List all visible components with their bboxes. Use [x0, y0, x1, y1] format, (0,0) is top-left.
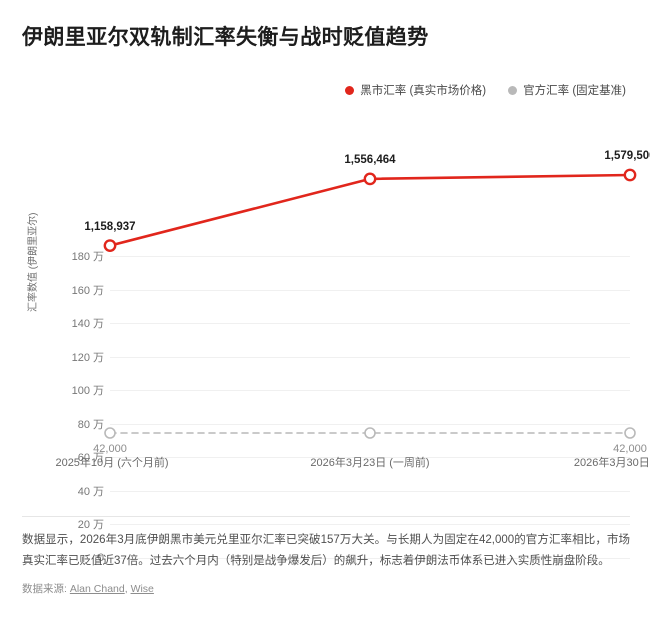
- gridline: [110, 490, 630, 492]
- legend-label-black-market: 黑市汇率 (真实市场价格): [360, 85, 487, 97]
- gridline: [110, 289, 630, 291]
- data-point-marker[interactable]: [364, 427, 376, 439]
- point-value-label: 1,158,937: [84, 220, 136, 233]
- data-point-marker[interactable]: [623, 168, 637, 182]
- legend-dot-official-icon: [508, 85, 518, 95]
- x-tick-label: 2026年3月23日 (一周前): [310, 457, 430, 469]
- official-value-label: 42,000: [613, 442, 647, 455]
- y-tick-label: 180 万: [71, 251, 104, 263]
- gridline: [110, 457, 630, 459]
- data-point-marker[interactable]: [104, 427, 116, 439]
- x-tick-label: 2025年10月 (六个月前): [55, 457, 169, 469]
- footer-note: 数据显示，2026年3月底伊朗黑市美元兑里亚尔汇率已突破157万大关。与长期人为…: [22, 534, 630, 568]
- source-separator: ,: [124, 583, 128, 595]
- y-tick-label: 100 万: [71, 385, 104, 398]
- x-tick-label: 2026年3月30日 (当前): [573, 457, 650, 469]
- legend-item-official[interactable]: 官方汇率 (固定基准): [508, 82, 626, 98]
- gridline: [110, 356, 630, 358]
- chart-legend: 黑市汇率 (真实市场价格) 官方汇率 (固定基准): [345, 82, 626, 98]
- gridline: [110, 390, 630, 392]
- legend-label-official: 官方汇率 (固定基准): [523, 85, 626, 97]
- series-line-black-market: [108, 173, 632, 247]
- official-value-label: 42,000: [93, 442, 127, 455]
- gridline: [110, 256, 630, 257]
- y-tick-label: 80 万: [77, 418, 104, 431]
- y-tick-label: 140 万: [71, 318, 104, 331]
- y-axis-tick-labels: 0 20 万 40 万 60 万 80 万 100 万 120 万 140 万 160 万 180…: [52, 251, 104, 568]
- data-point-marker[interactable]: [103, 239, 117, 253]
- source-link-wise[interactable]: Wise: [130, 583, 154, 595]
- gridline: [110, 423, 630, 425]
- y-tick-label: 60 万: [77, 452, 104, 465]
- x-axis-tick-labels: 2025年10月 (六个月前) 2026年3月23日 (一周前) 2026年3月30…: [0, 454, 650, 480]
- data-point-marker[interactable]: [624, 427, 636, 439]
- y-tick-label: 0: [97, 552, 104, 564]
- gridline: [110, 558, 630, 559]
- gridline: [110, 323, 630, 325]
- footer-divider: [22, 516, 630, 517]
- point-value-label: 1,556,464: [344, 153, 396, 166]
- legend-item-black-market[interactable]: 黑市汇率 (真实市场价格): [345, 82, 486, 98]
- y-tick-label: 20 万: [77, 519, 104, 532]
- y-tick-label: 120 万: [71, 351, 104, 364]
- gridline: [110, 524, 630, 526]
- source-prefix: 数据来源:: [22, 583, 67, 595]
- y-tick-label: 40 万: [77, 485, 104, 498]
- legend-dot-black-market-icon: [345, 85, 355, 95]
- series-layer: [103, 168, 637, 439]
- gridlines: [110, 256, 630, 568]
- point-value-label: 1,579,500: [604, 149, 650, 162]
- plot-area: 汇率数值 (伊朗里亚尔) 0 20 万 40 万 60 万 80 万 100 万 120 万…: [0, 128, 650, 564]
- source-link-alan-chand[interactable]: Alan Chand: [69, 583, 125, 595]
- data-point-marker[interactable]: [363, 172, 377, 186]
- y-tick-label: 160 万: [71, 284, 104, 297]
- page-title: 伊朗里亚尔双轨制汇率失衡与战时贬值趋势: [22, 26, 429, 49]
- footer-source: 数据来源: Alan Chand, Wise: [22, 581, 154, 596]
